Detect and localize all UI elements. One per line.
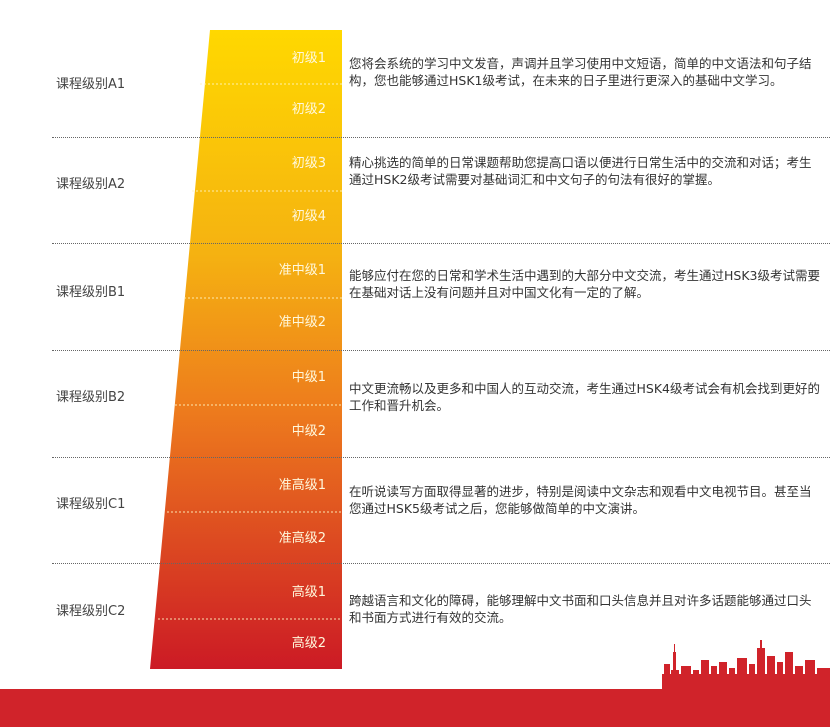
level-label-b1: 课程级别B1 bbox=[56, 285, 126, 300]
level-label-a2: 课程级别A2 bbox=[56, 177, 126, 192]
level-label-c2: 课程级别C2 bbox=[56, 604, 126, 619]
level-label-c1: 课程级别C1 bbox=[56, 497, 126, 512]
row-divider bbox=[52, 243, 830, 244]
level-description: 精心挑选的简单的日常课题帮助您提高口语以便进行日常生活中的交流和对话；考生通过H… bbox=[349, 155, 812, 187]
row-divider bbox=[52, 563, 830, 564]
row-divider bbox=[52, 350, 830, 351]
level-description: 能够应付在您的日常和学术生活中遇到的大部分中文交流，考生通过HSK3级考试需要在… bbox=[349, 268, 820, 300]
sub-level-label: 准高级2 bbox=[278, 531, 326, 546]
sub-level-label: 准中级1 bbox=[278, 263, 326, 278]
sub-level-label: 准高级1 bbox=[278, 478, 326, 493]
sub-level-label: 初级3 bbox=[291, 156, 326, 171]
sub-level-label: 高级2 bbox=[291, 636, 326, 651]
level-description: 在听说读写方面取得显著的进步，特别是阅读中文杂志和观看中文电视节目。甚至当您通过… bbox=[349, 484, 812, 516]
level-description: 您将会系统的学习中文发音，声调并且学习使用中文短语，简单的中文语法和句子结构，您… bbox=[349, 56, 812, 88]
level-description: 中文更流畅以及更多和中国人的互动交流，考生通过HSK4级考试会有机会找到更好的工… bbox=[349, 381, 820, 413]
sub-level-label: 初级4 bbox=[291, 209, 326, 224]
sub-level-label: 中级1 bbox=[291, 370, 326, 385]
footer-bar bbox=[0, 689, 830, 727]
sub-level-label: 高级1 bbox=[291, 585, 326, 600]
city-skyline-icon bbox=[662, 640, 830, 690]
band-separators bbox=[158, 83, 342, 620]
row-divider bbox=[52, 137, 830, 138]
sub-level-label: 初级2 bbox=[291, 102, 326, 117]
sub-level-label: 中级2 bbox=[291, 424, 326, 439]
sub-level-label: 初级1 bbox=[291, 51, 326, 66]
level-label-a1: 课程级别A1 bbox=[56, 77, 126, 92]
row-divider bbox=[52, 457, 830, 458]
level-band bbox=[150, 30, 342, 669]
level-label-b2: 课程级别B2 bbox=[56, 390, 126, 405]
level-description: 跨越语言和文化的障碍，能够理解中文书面和口头信息并且对许多话题能够通过口头和书面… bbox=[349, 593, 812, 625]
sub-level-label: 准中级2 bbox=[278, 315, 326, 330]
